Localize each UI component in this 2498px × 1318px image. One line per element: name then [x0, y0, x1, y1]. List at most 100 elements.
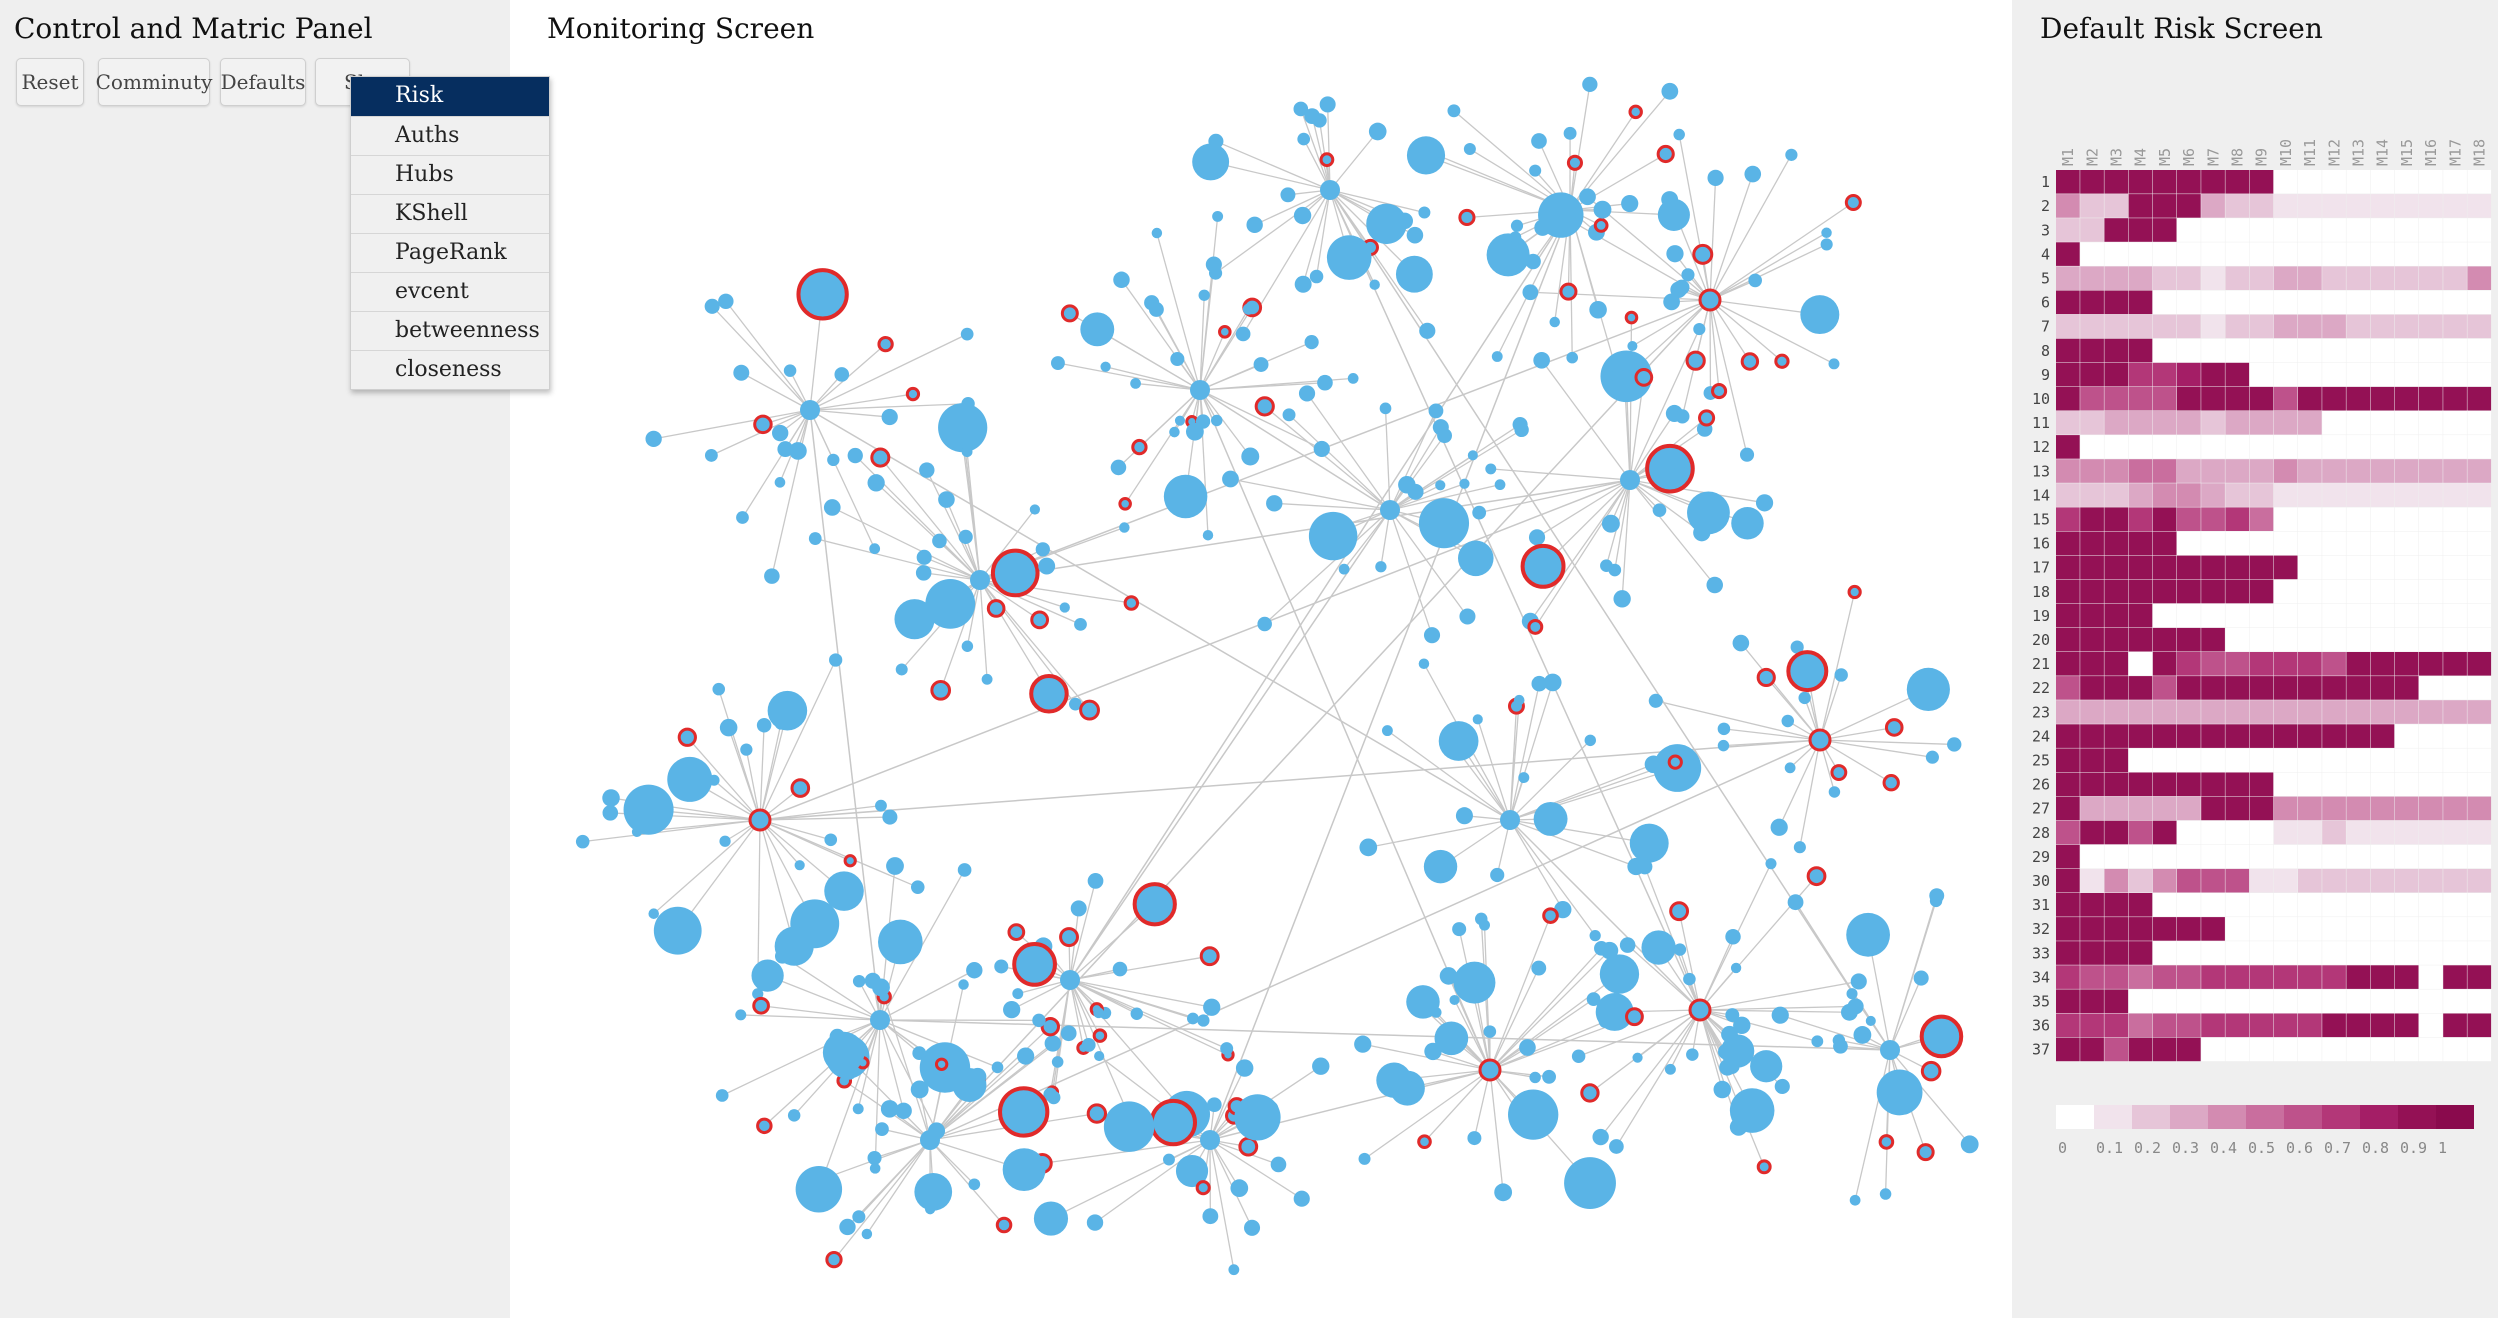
heatmap-cell	[2104, 941, 2129, 965]
heatmap-cell	[2249, 555, 2274, 580]
menu-item-auths[interactable]: Auths	[351, 116, 549, 155]
heatmap-cell	[2249, 941, 2274, 965]
heatmap-cell	[2104, 579, 2129, 604]
heatmap-cell	[2419, 194, 2443, 218]
heatmap-cell	[2273, 435, 2298, 459]
heatmap-cell	[2249, 917, 2274, 941]
heatmap-cell	[2225, 459, 2250, 483]
community-button[interactable]: Comminuty	[96, 58, 212, 106]
heatmap-cell	[2225, 652, 2250, 676]
menu-item-kshell[interactable]: KShell	[351, 194, 549, 233]
graph-node	[1528, 529, 1546, 546]
graph-node	[764, 568, 780, 584]
heatmap-row-label: 1	[2041, 173, 2050, 191]
graph-node	[957, 863, 972, 877]
heatmap-cell	[2370, 820, 2395, 845]
graph-node	[1713, 1080, 1731, 1099]
graph-node	[1707, 169, 1724, 186]
heatmap-cell	[2080, 411, 2104, 435]
risk-node	[1806, 866, 1827, 887]
graph-node	[1472, 714, 1483, 725]
heatmap-cell	[2273, 362, 2298, 387]
heatmap-cell	[2419, 218, 2443, 242]
graph-node	[1771, 1006, 1789, 1024]
heatmap-cell	[2273, 507, 2298, 531]
heatmap-cell	[2419, 965, 2443, 989]
menu-item-pagerank[interactable]: PageRank	[351, 233, 549, 272]
graph-node	[1270, 1156, 1287, 1173]
graph-node	[1447, 104, 1461, 118]
heatmap-cell	[2225, 483, 2250, 507]
graph-node	[1632, 1052, 1643, 1063]
heatmap-cell	[2128, 507, 2153, 531]
heatmap-row-label: 31	[2032, 896, 2050, 914]
control-panel: Control and Matric Panel Reset Comminuty…	[0, 0, 550, 1318]
heatmap-cell	[2443, 676, 2467, 700]
heatmap-cell	[2177, 242, 2201, 266]
heatmap-cell	[2443, 820, 2467, 845]
graph-node	[875, 799, 887, 812]
heatmap-cell	[2322, 724, 2346, 748]
risk-node	[753, 414, 773, 435]
graph-node	[1242, 303, 1254, 315]
graph-node	[1212, 210, 1224, 222]
heatmap-cell	[2370, 338, 2395, 363]
heatmap-cell	[2104, 290, 2129, 315]
graph-node	[1312, 1057, 1330, 1075]
heatmap-cell	[2273, 820, 2298, 845]
heatmap-cell	[2249, 724, 2274, 748]
graph-node	[894, 599, 935, 640]
graph-node	[1598, 1015, 1612, 1029]
heatmap-cell	[2467, 1037, 2492, 1062]
heatmap-cell	[2419, 652, 2443, 676]
heatmap-column-label: M11	[2301, 139, 2319, 166]
risk-node	[1593, 218, 1609, 233]
heatmap-cell	[2177, 652, 2201, 676]
heatmap-cell	[2273, 724, 2298, 748]
graph-node	[1613, 590, 1631, 608]
heatmap-cell	[2346, 507, 2371, 531]
heatmap-cell	[2128, 266, 2153, 290]
heatmap-cell	[2467, 700, 2492, 724]
graph-node	[1828, 786, 1841, 798]
heatmap-cell	[2152, 820, 2177, 845]
graph-node	[1717, 739, 1730, 752]
graph-node	[1522, 284, 1539, 301]
heatmap-cell	[2322, 868, 2346, 893]
graph-node	[1309, 269, 1324, 284]
heatmap-cell	[2177, 170, 2201, 194]
heatmap-cell	[2419, 483, 2443, 507]
graph-node	[1326, 235, 1372, 280]
graph-node	[961, 446, 973, 458]
menu-item-betweenness[interactable]: betweenness	[351, 311, 549, 350]
heatmap-cell	[2201, 1037, 2225, 1062]
graph-node	[1785, 148, 1798, 161]
heatmap-cell	[2080, 314, 2104, 339]
heatmap-cell	[2298, 724, 2322, 748]
menu-item-hubs[interactable]: Hubs	[351, 155, 549, 194]
graph-node	[1080, 312, 1115, 347]
graph-node	[1549, 316, 1560, 328]
reset-button[interactable]: Reset	[16, 58, 84, 106]
menu-item-risk[interactable]: Risk	[351, 77, 549, 116]
graph-node	[869, 1163, 881, 1174]
graph-node	[1423, 849, 1458, 884]
heatmap-cell	[2056, 483, 2080, 507]
network-graph[interactable]	[510, 60, 2010, 1310]
defaults-button[interactable]: Defaults	[220, 58, 306, 106]
heatmap-cell	[2177, 917, 2201, 941]
graph-node	[1579, 188, 1596, 206]
graph-node	[1637, 859, 1653, 875]
heatmap-cell	[2080, 724, 2104, 748]
graph-node	[1879, 1188, 1892, 1200]
heatmap-cell	[2419, 748, 2443, 772]
heatmap-cell	[2394, 386, 2419, 411]
heatmap-cell	[2104, 170, 2129, 194]
heatmap-cell	[2298, 796, 2322, 821]
menu-item-evcent[interactable]: evcent	[351, 272, 549, 311]
heatmap-cell	[2152, 989, 2177, 1013]
graph-node	[645, 430, 662, 448]
menu-item-closeness[interactable]: closeness	[351, 350, 549, 389]
heatmap-cell	[2152, 435, 2177, 459]
heatmap-cell	[2225, 868, 2250, 893]
